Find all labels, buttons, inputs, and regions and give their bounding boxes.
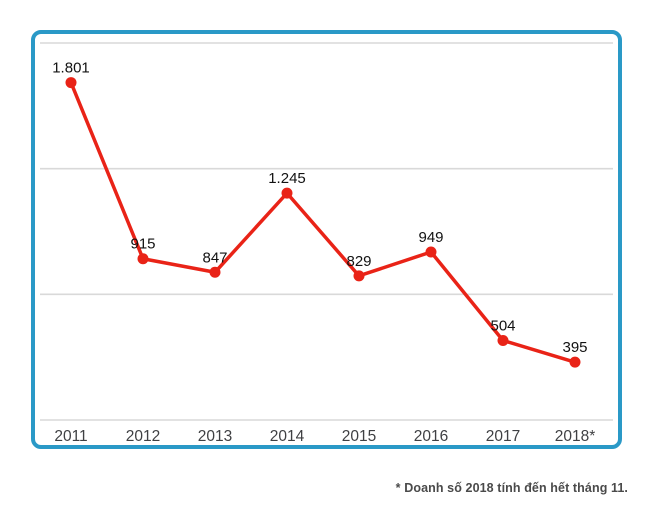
data-point xyxy=(209,266,221,278)
data-point xyxy=(353,270,365,282)
x-tick-label: 2016 xyxy=(414,428,448,445)
x-tick-label: 2014 xyxy=(270,428,305,445)
data-point xyxy=(497,334,509,346)
x-tick-label: 2013 xyxy=(198,428,232,445)
x-tick-label: 2012 xyxy=(126,428,160,445)
data-point-label: 1.245 xyxy=(268,170,306,187)
sales-line-chart: 1.801 2011 915 2012 847 2013 1.245 2014 829 2015 9… xyxy=(40,42,613,445)
x-tick-label: 2011 xyxy=(54,428,87,445)
series-line xyxy=(69,80,577,364)
x-tick-label: 2015 xyxy=(342,428,376,445)
data-point-label: 915 xyxy=(130,236,155,253)
x-tick-label: 2018* xyxy=(555,428,596,445)
data-point xyxy=(425,246,437,258)
chart-footnote: * Doanh số 2018 tính đến hết tháng 11. xyxy=(395,481,628,495)
chart-card: 1.801 2011 915 2012 847 2013 1.245 2014 829 2015 9… xyxy=(31,30,622,449)
data-point xyxy=(569,356,581,368)
data-point-label: 504 xyxy=(490,317,515,334)
data-point xyxy=(137,253,149,265)
data-point-label: 847 xyxy=(202,249,227,266)
x-tick-label: 2017 xyxy=(486,428,520,445)
data-point-label: 829 xyxy=(346,253,371,270)
data-point-label: 949 xyxy=(418,229,443,246)
data-point xyxy=(281,187,293,199)
data-point-label: 395 xyxy=(562,339,587,356)
data-point xyxy=(65,77,77,89)
data-point-label: 1.801 xyxy=(52,60,90,77)
